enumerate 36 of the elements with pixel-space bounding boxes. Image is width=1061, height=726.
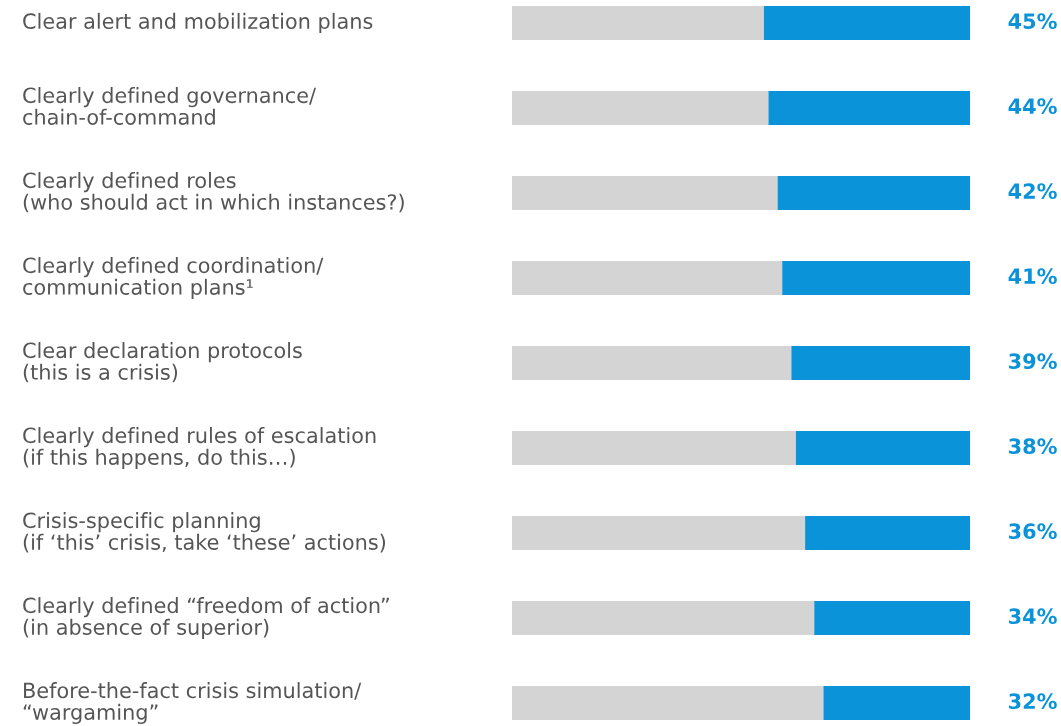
bar (782, 260, 970, 295)
y-tick-label: Clearly defined rules of escalation (if this happens, do this…) (23, 427, 376, 469)
data-label: 42% (1008, 183, 1057, 200)
bar (512, 90, 769, 125)
bar (805, 516, 970, 551)
y-tick-label: Clear declaration protocols (this is a crisis) (23, 342, 302, 383)
bar (777, 175, 970, 210)
y-tick-label: Clearly defined governance/ chain-of-command (23, 87, 317, 125)
bar (791, 346, 970, 380)
data-label: 45% (1008, 13, 1057, 29)
bar (512, 431, 796, 466)
data-label: 38% (1009, 438, 1057, 455)
y-tick-label: Crisis-specific planning (if ‘this’ crisis, take ‘these’ actions) (23, 512, 386, 553)
bar (512, 346, 792, 380)
bar (512, 175, 778, 210)
bar (512, 686, 824, 721)
bar (768, 90, 970, 125)
bar (512, 516, 806, 551)
bar (512, 260, 783, 295)
y-tick-label: Clearly defined “freedom of action” (in absence of superior) (23, 597, 389, 639)
bar (814, 601, 970, 636)
y-tick-label: Before-the-fact crisis simulation/ “wargaming” (23, 682, 362, 724)
y-tick-label: Clear alert and mobilization plans (23, 12, 373, 34)
bar (823, 686, 970, 721)
y-tick-label: Clearly defined coordination/ communication plans¹ (23, 257, 324, 299)
bar (763, 5, 970, 40)
bar (512, 601, 815, 636)
bar (512, 5, 764, 40)
y-tick-label: Clearly defined roles (who should act in which instances?) (23, 172, 404, 213)
data-label: 32% (1009, 693, 1057, 710)
bar (795, 431, 970, 466)
data-label: 44% (1008, 98, 1057, 115)
data-label: 34% (1009, 608, 1057, 625)
data-label: 41% (1008, 268, 1057, 285)
data-label: 36% (1009, 523, 1057, 540)
data-label: 39% (1009, 353, 1057, 370)
